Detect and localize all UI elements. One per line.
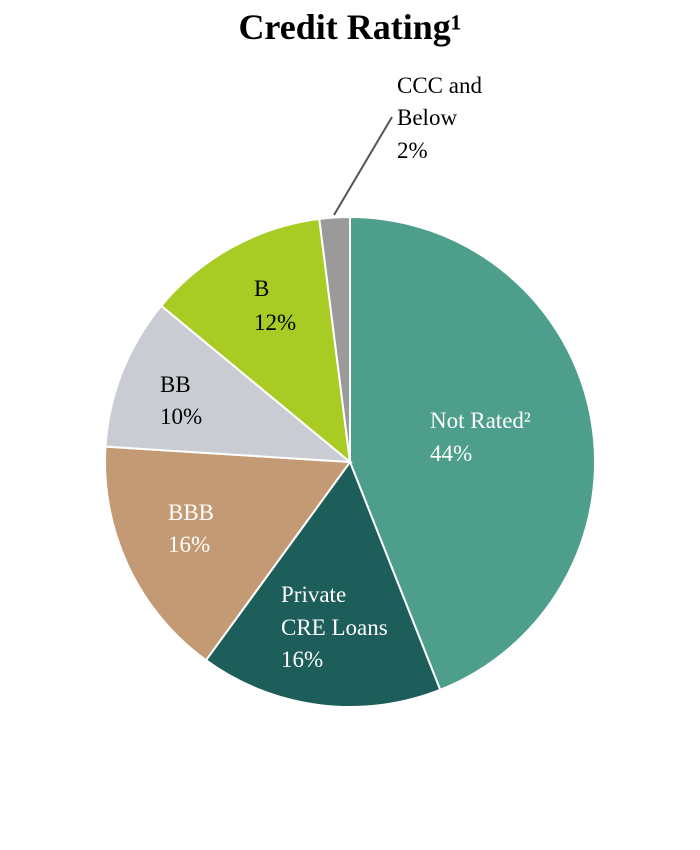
pie-slice-not-rated — [349, 215, 596, 692]
pie-slice-bb — [104, 304, 354, 464]
slice-value-label: 44% — [430, 441, 472, 466]
slice-label: BB — [160, 372, 191, 397]
pie-slice-ccc-and-below — [318, 215, 351, 463]
pie-slice-private-cre-loans — [204, 459, 442, 708]
slice-value-label: 10% — [160, 404, 202, 429]
slice-label: Below — [397, 105, 457, 130]
slice-label: Private — [281, 582, 346, 607]
pie-slice-bbb — [104, 445, 352, 662]
slice-label: BBB — [168, 500, 214, 525]
leader-line — [333, 116, 393, 216]
slice-value-label: 12% — [254, 310, 296, 335]
slice-value-label: 2% — [397, 138, 428, 163]
slice-label: CRE Loans — [281, 615, 388, 640]
slice-label: Not Rated² — [430, 408, 531, 433]
slice-label: CCC and — [397, 73, 482, 98]
slice-value-label: 16% — [168, 532, 210, 557]
slice-label: B — [254, 276, 269, 301]
chart-title: Credit Rating¹ — [238, 7, 462, 47]
slice-value-label: 16% — [281, 647, 323, 672]
pie-slice-b — [159, 217, 352, 465]
